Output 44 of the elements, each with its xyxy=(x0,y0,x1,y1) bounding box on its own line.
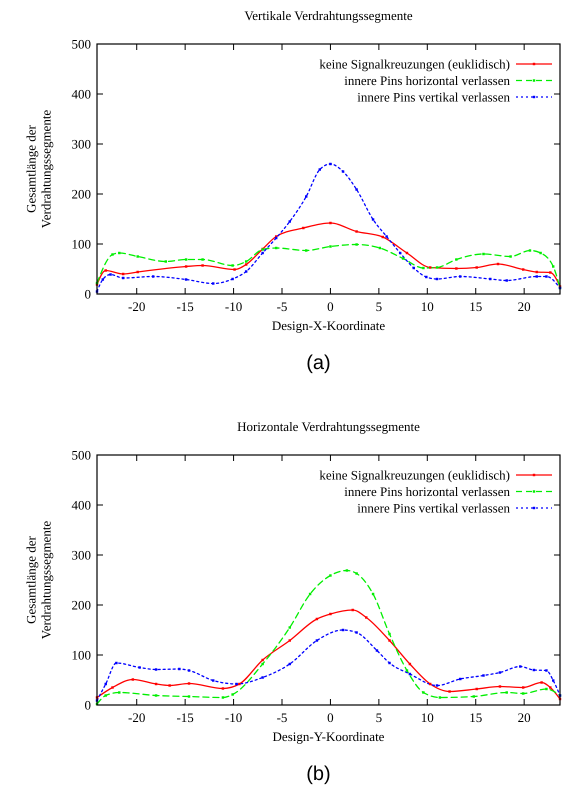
y-tick-label: 100 xyxy=(72,236,91,252)
text: (b) xyxy=(306,763,331,785)
x-tick-label: -15 xyxy=(176,710,194,725)
x-tick-label: -10 xyxy=(224,710,242,725)
y-tick-label: 300 xyxy=(72,548,91,562)
x-axis-title: Design-Y-Koordinate xyxy=(272,729,385,744)
y-tick-label: 500 xyxy=(72,448,91,462)
x-tick-label: 20 xyxy=(518,299,531,314)
x-tick-label: 15 xyxy=(469,710,482,725)
chart-title: Vertikale Verdrahtungssegmente xyxy=(244,8,413,23)
x-axis-title: Design-X-Koordinate xyxy=(272,318,386,333)
x-tick-label: 0 xyxy=(327,710,334,725)
legend-label: innere Pins vertikal verlassen xyxy=(357,500,510,516)
x-tick-label: -5 xyxy=(276,710,288,725)
legend-label: innere Pins horizontal verlassen xyxy=(344,73,510,88)
x-tick-label: 15 xyxy=(469,299,482,314)
x-tick-label: 0 xyxy=(327,299,334,314)
text: (a) xyxy=(306,352,331,374)
y-tick-label: 400 xyxy=(72,86,91,102)
x-tick-label: -5 xyxy=(276,299,288,314)
y-tick-label: 100 xyxy=(72,648,91,662)
y-tick-label: 400 xyxy=(72,498,91,512)
y-tick-label: 0 xyxy=(84,286,91,302)
y-tick-label: 200 xyxy=(72,598,91,612)
x-tick-label: -15 xyxy=(176,299,194,314)
x-tick-label: 5 xyxy=(376,299,382,314)
legend-label: innere Pins vertikal verlassen xyxy=(357,90,510,104)
chart-title: Horizontale Verdrahtungssegmente xyxy=(237,419,420,434)
legend-label: innere Pins horizontal verlassen xyxy=(344,484,510,499)
x-tick-label: -20 xyxy=(128,710,146,725)
y-tick-label: 300 xyxy=(72,136,91,152)
x-tick-label: -10 xyxy=(224,299,242,314)
y-tick-label: 500 xyxy=(72,36,91,52)
x-tick-label: 20 xyxy=(518,710,531,725)
x-tick-label: -20 xyxy=(128,299,146,314)
x-tick-label: 10 xyxy=(420,710,434,725)
y-axis-title: Gesamtlänge der Verdrahtungssegmente xyxy=(24,110,54,228)
y-tick-label: 200 xyxy=(72,186,91,202)
legend-label: keine Signalkreuzungen (euklidisch) xyxy=(319,468,510,482)
x-tick-label: 10 xyxy=(420,299,434,314)
x-tick-label: 5 xyxy=(376,710,382,725)
legend-label: keine Signalkreuzungen (euklidisch) xyxy=(319,56,510,72)
y-axis-title: Gesamtlänge der Verdrahtungssegmente xyxy=(24,520,54,640)
y-tick-label: 0 xyxy=(84,698,91,712)
